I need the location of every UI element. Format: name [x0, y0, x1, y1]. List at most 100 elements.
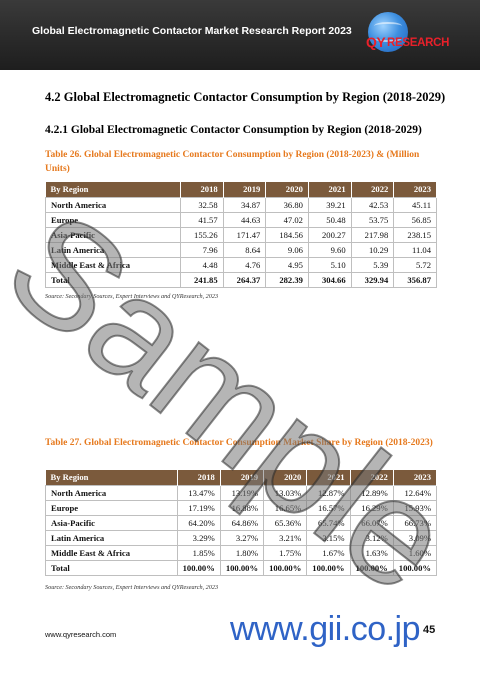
section-heading: 4.2 Global Electromagnetic Contactor Con… [45, 90, 446, 104]
row-label: Total [45, 559, 178, 576]
column-header-year: 2019 [220, 470, 265, 485]
table-cell: 41.57 [180, 211, 224, 228]
table-row: Middle East & Africa 4.48 4.76 4.95 5.10 5.39… [45, 256, 437, 273]
column-header-year: 2022 [350, 470, 394, 485]
table-cell: 3.21% [263, 529, 308, 546]
table-cell: 56.85 [393, 211, 437, 228]
table-cell: 1.75% [263, 544, 308, 561]
table-cell: 32.58 [180, 196, 224, 213]
page-number: 45 [423, 624, 436, 636]
table2-caption: Table 27. Global Electromagnetic Contact… [45, 438, 433, 448]
column-header-region: By Region [45, 182, 181, 197]
table-row: North America 32.58 34.87 36.80 39.21 42.53 45… [45, 196, 437, 213]
row-label: Middle East & Africa [45, 544, 178, 561]
table-cell: 64.86% [219, 514, 265, 531]
table-cell: 282.39 [265, 271, 309, 288]
table-row: Asia-Pacific 155.26 171.47 184.56 200.27 217.… [45, 226, 437, 243]
table-cell: 100.00% [263, 559, 308, 576]
row-label: North America [45, 484, 178, 501]
table-cell: 3.27% [219, 529, 265, 546]
table-row: North America 13.47% 13.19% 13.03% 12.87% 12.… [45, 484, 438, 501]
column-header-year: 2021 [306, 470, 351, 485]
row-label: Asia-Pacific [45, 226, 181, 243]
table-row: Total 100.00% 100.00% 100.00% 100.00% 100.00%… [45, 559, 438, 576]
column-header-year: 2018 [177, 470, 221, 485]
table-cell: 15.93% [392, 499, 438, 516]
table-cell: 47.02 [265, 211, 309, 228]
table-cell: 1.85% [176, 544, 221, 561]
column-header-year: 2018 [180, 182, 224, 197]
globe-icon [368, 12, 408, 52]
table-cell: 17.19% [176, 499, 221, 516]
table-cell: 11.04 [393, 241, 437, 258]
table-cell: 238.15 [393, 226, 437, 243]
table-cell: 9.06 [265, 241, 309, 258]
table-row: Total 241.85 264.37 282.39 304.66 329.94 356.8… [45, 271, 437, 288]
column-header-year: 2020 [263, 470, 308, 485]
gii-watermark-logo: www.gii.co.jp [230, 610, 421, 648]
footer-url[interactable]: www.qyresearch.com [45, 630, 117, 639]
column-header-year: 2022 [351, 182, 395, 197]
table-cell: 53.75 [350, 211, 395, 228]
logo-prefix: QY [366, 34, 386, 50]
table-cell: 42.53 [350, 196, 395, 213]
table-cell: 100.00% [306, 559, 351, 576]
market-share-table: By Region 2018 2019 2020 2021 2022 2023 North … [45, 470, 438, 576]
table-cell: 4.76 [222, 256, 267, 273]
table-cell: 171.47 [222, 226, 267, 243]
table-cell: 13.47% [176, 484, 221, 501]
table-cell: 3.29% [176, 529, 221, 546]
table-cell: 16.57% [306, 499, 351, 516]
column-header-region: By Region [45, 470, 178, 485]
row-label: North America [45, 196, 181, 213]
row-label: Total [45, 271, 181, 288]
table-cell: 13.03% [263, 484, 308, 501]
table-cell: 329.94 [350, 271, 395, 288]
consumption-table: By Region 2018 2019 2020 2021 2022 2023 North … [45, 182, 437, 288]
table-row: Asia-Pacific 64.20% 64.86% 65.36% 65.74% 66.0… [45, 514, 438, 531]
table-cell: 66.07% [349, 514, 394, 531]
table-cell: 217.98 [350, 226, 395, 243]
row-label: Latin America [45, 529, 178, 546]
row-label: Europe [45, 211, 181, 228]
table-cell: 13.19% [219, 484, 265, 501]
table1-caption: Table 26. Global Electromagnetic Contact… [45, 150, 420, 174]
logo-text: RESEARCH [387, 37, 450, 49]
table-cell: 200.27 [307, 226, 352, 243]
table-cell: 50.48 [307, 211, 352, 228]
table-cell: 3.09% [392, 529, 438, 546]
table-cell: 5.72 [393, 256, 437, 273]
column-header-year: 2019 [223, 182, 267, 197]
table2-source: Source: Secondary Sources, Expert Interv… [45, 584, 219, 591]
table-cell: 8.64 [222, 241, 267, 258]
table1-source: Source: Secondary Sources, Expert Interv… [45, 293, 219, 300]
table-row: Latin America 7.96 8.64 9.06 9.60 10.29 11.04 [45, 241, 437, 258]
table-cell: 64.20% [176, 514, 221, 531]
table-row: Europe 41.57 44.63 47.02 50.48 53.75 56.85 [45, 211, 437, 228]
report-title: Global Electromagnetic Contactor Market … [32, 25, 352, 37]
table-cell: 65.36% [263, 514, 308, 531]
table-header-row: By Region 2018 2019 2020 2021 2022 2023 [45, 182, 437, 197]
table-cell: 3.15% [306, 529, 351, 546]
table-cell: 45.11 [393, 196, 437, 213]
table-cell: 65.74% [306, 514, 351, 531]
table-cell: 16.65% [263, 499, 308, 516]
table-cell: 184.56 [265, 226, 309, 243]
table-cell: 155.26 [180, 226, 224, 243]
table-header-row: By Region 2018 2019 2020 2021 2022 2023 [45, 470, 438, 485]
table-cell: 1.63% [349, 544, 394, 561]
table-cell: 304.66 [307, 271, 352, 288]
row-label: Asia-Pacific [45, 514, 178, 531]
table-cell: 12.87% [306, 484, 351, 501]
table-cell: 5.39 [350, 256, 395, 273]
table-cell: 12.89% [349, 484, 394, 501]
table-cell: 34.87 [222, 196, 267, 213]
table-cell: 16.29% [349, 499, 394, 516]
table-cell: 4.48 [180, 256, 224, 273]
row-label: Latin America [45, 241, 181, 258]
report-header: Global Electromagnetic Contactor Market … [0, 0, 480, 70]
table-cell: 1.60% [392, 544, 438, 561]
qyresearch-logo: QY RESEARCH [360, 10, 470, 58]
row-label: Europe [45, 499, 178, 516]
table-row: Latin America 3.29% 3.27% 3.21% 3.15% 3.12% 3.… [45, 529, 438, 546]
